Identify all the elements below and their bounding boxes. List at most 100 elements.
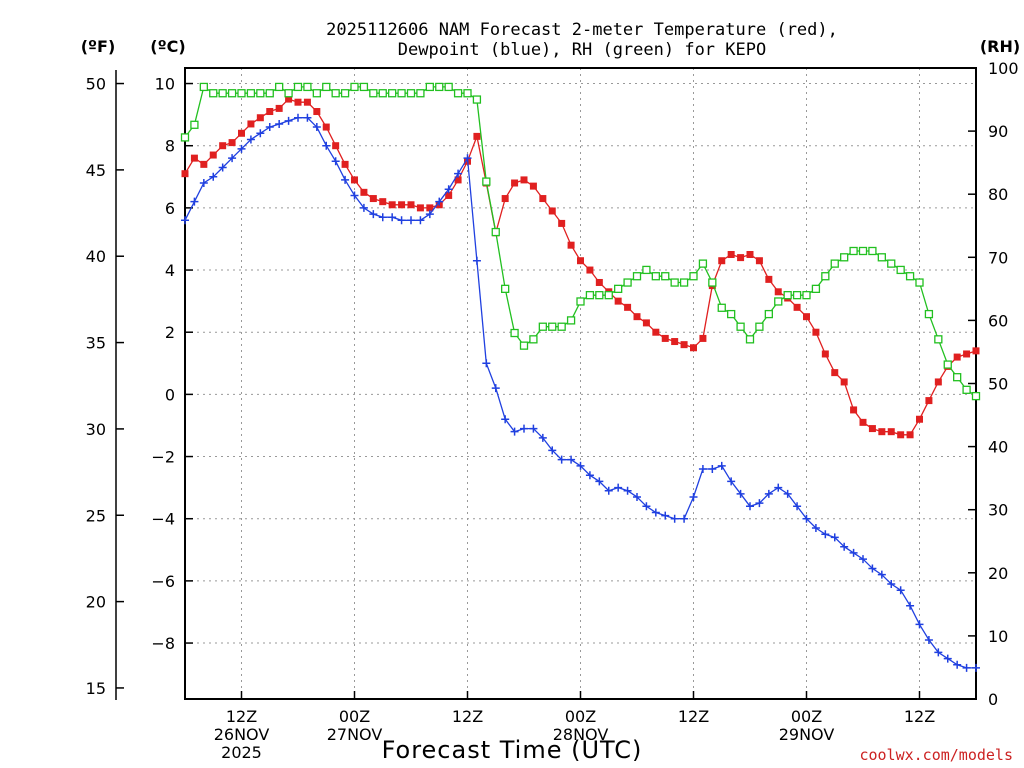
rh-point (971, 391, 981, 401)
rh-point (425, 82, 434, 92)
dewpoint-point (529, 424, 538, 433)
temperature-point (878, 428, 886, 436)
dewpoint-point (698, 464, 707, 473)
rh-point (284, 89, 293, 98)
dewpoint-point (246, 135, 255, 144)
dewpoint-point (727, 477, 736, 486)
rh-point (868, 246, 877, 256)
rh-point (416, 89, 425, 98)
temperature-point (388, 201, 396, 209)
rh-tick-label: 60 (988, 311, 1008, 330)
rh-point (519, 341, 529, 350)
dewpoint-point (472, 256, 481, 265)
dewpoint-point (576, 461, 585, 470)
temperature-point (831, 369, 839, 377)
dewpoint-point (284, 116, 293, 125)
dewpoint-point (924, 635, 933, 644)
temperature-point (737, 254, 745, 262)
fahrenheit-tick-label: 35 (86, 334, 106, 353)
rh-point (312, 89, 321, 98)
temperature-point (803, 313, 810, 321)
rh-point (614, 284, 623, 294)
rh-point (359, 82, 369, 92)
dewpoint-point (557, 455, 566, 464)
temperature-point (322, 123, 330, 131)
rh-point (472, 95, 482, 104)
temperature-point (887, 428, 895, 436)
rh-point (679, 278, 689, 287)
credit-link[interactable]: coolwx.com/models (859, 746, 1013, 764)
celsius-axis: 10 8 6 4 2 0 −2 −4 −6 −8 (151, 75, 193, 653)
fahrenheit-tick-label: 45 (86, 161, 106, 180)
dewpoint-point (181, 216, 189, 225)
rh-point (745, 335, 755, 344)
dewpoint-point (651, 508, 660, 517)
rh-point (774, 297, 783, 306)
dewpoint-point (378, 213, 387, 222)
dewpoint-point (567, 455, 576, 464)
rh-point (510, 328, 519, 338)
rh-point (717, 303, 726, 312)
dewpoint-point (303, 113, 312, 122)
rh-tick-label: 80 (988, 185, 1008, 204)
rh-point (604, 291, 613, 300)
dewpoint-point (265, 123, 274, 132)
temperature-point (727, 251, 735, 259)
temperature-point (398, 201, 406, 209)
dewpoint-point (953, 660, 962, 669)
dewpoint-point (755, 499, 764, 508)
dewpoint-point (604, 486, 613, 495)
dewpoint-point (680, 514, 689, 523)
rh-point (849, 246, 858, 256)
temperature-point (520, 176, 528, 184)
rh-point (651, 272, 660, 281)
dewpoint-point (369, 210, 378, 219)
rh-point (190, 120, 199, 129)
temperature-point (529, 182, 537, 190)
temperature-point (360, 188, 368, 196)
rh-point (764, 309, 773, 319)
chart-title-line-1: 2025112606 NAM Forecast 2-meter Temperat… (326, 20, 838, 40)
temperature-point (426, 204, 434, 212)
dewpoint-point (359, 203, 368, 212)
rh-point (388, 89, 397, 98)
plot-frame (184, 67, 977, 700)
dewpoint-point (463, 154, 472, 163)
temperature-point (680, 341, 688, 349)
rh-point (538, 322, 547, 331)
dewpoint-point (972, 663, 980, 672)
dewpoint-point (915, 620, 924, 629)
rh-point (265, 89, 274, 98)
dewpoint-point (331, 157, 340, 166)
rh-point (557, 322, 566, 331)
temperature-point (934, 378, 942, 386)
temperature-point (228, 139, 236, 147)
temperature-point (624, 303, 632, 311)
rh-point (915, 278, 924, 287)
celsius-tick-label: −4 (151, 510, 175, 529)
temperature-point (539, 195, 547, 203)
rh-point (350, 82, 359, 92)
dewpoint-point (859, 555, 867, 564)
time-tick-label: 2025 (221, 743, 262, 762)
dewpoint-point (501, 415, 510, 424)
fahrenheit-tick-label: 40 (86, 247, 106, 266)
dewpoint-point (388, 213, 397, 222)
temperature-point (454, 176, 462, 184)
rh-point (340, 89, 350, 98)
dewpoint-point (510, 427, 519, 436)
celsius-tick-label: −2 (151, 448, 175, 467)
dewpoint-point (623, 486, 632, 495)
series-layer (180, 82, 981, 672)
rh-point (482, 177, 491, 186)
rh-point (246, 89, 256, 98)
dewpoint-point (793, 502, 802, 511)
rh-point (811, 284, 821, 294)
time-tick-label: 00Z (339, 707, 370, 726)
rh-point (566, 316, 576, 325)
rh-point (227, 89, 237, 98)
x-axis-title: Forecast Time (UTC) (382, 736, 643, 764)
rh-point (934, 335, 943, 344)
